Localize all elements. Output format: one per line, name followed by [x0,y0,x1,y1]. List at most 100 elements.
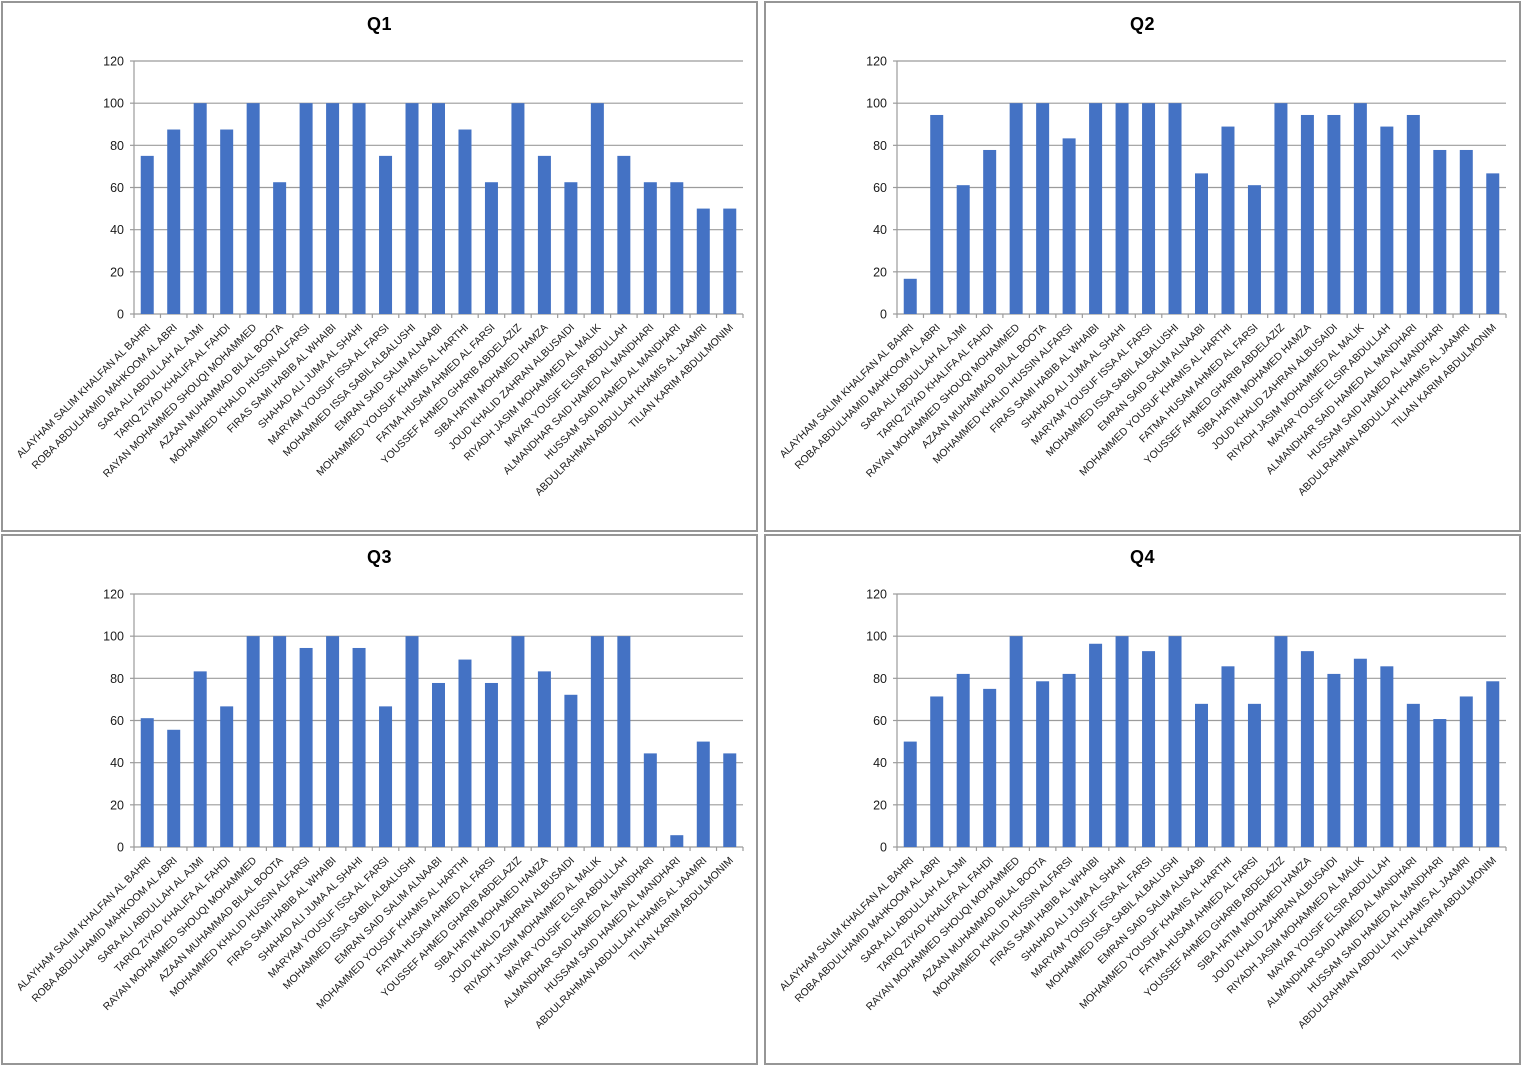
bar [1406,703,1420,847]
chart-panel-q1: Q1 0 20 40 60 80 100 120 ALAYHAM SALIM KHALFAN … [1,1,758,532]
bar [590,103,604,314]
bar [537,671,551,847]
bar [617,155,631,314]
bar [1459,696,1473,847]
bar [273,182,287,314]
y-tick-label: 0 [880,308,887,322]
bar [1115,103,1129,314]
bar [643,753,657,847]
chart-title-q1: Q1 [366,14,392,34]
y-tick-label: 20 [110,265,124,279]
bar [458,659,472,847]
bar [564,182,578,314]
y-tick-label: 120 [866,55,887,69]
bar [1406,114,1420,315]
bar [1221,666,1235,847]
y-tick-label: 120 [103,55,124,69]
bar [167,729,181,847]
bar [1380,126,1394,314]
bar [140,155,154,314]
bar [1433,149,1447,314]
y-tick-label: 120 [103,588,124,602]
bar [1247,185,1261,314]
bar [432,682,445,847]
y-tick-label: 80 [873,672,887,686]
bar [1009,103,1023,314]
y-tick-label: 60 [110,181,124,195]
bar [1300,114,1314,315]
bar [617,636,631,847]
bar [1274,103,1288,314]
chart-title-q2: Q2 [1129,14,1155,34]
bar [1327,673,1341,847]
y-tick-label: 60 [873,714,887,728]
bar [193,103,207,314]
y-tick-label: 80 [110,672,124,686]
bar [1195,703,1208,847]
chart-panel-q2: Q2 0 20 40 60 80 100 120 ALAYHAM SALIM KHALFAN … [764,1,1521,532]
bar [379,706,393,847]
y-tick-label: 80 [873,139,887,153]
bar [1089,643,1103,847]
bar [983,149,997,314]
bar [983,688,997,847]
y-tick-label: 20 [110,798,124,812]
y-tick-label: 40 [873,223,887,237]
chart-title-q3: Q3 [366,547,392,567]
bar [273,636,287,847]
y-tick-label: 0 [880,841,887,855]
bar [1168,103,1182,314]
bar [1486,173,1500,314]
bar [379,155,393,314]
bar [1195,173,1208,314]
bar [405,636,419,847]
bar [1036,681,1050,847]
y-tick-label: 20 [873,798,887,812]
y-tick-label: 60 [873,181,887,195]
y-tick-label: 60 [110,714,124,728]
bar [299,647,313,847]
bar [1433,719,1447,847]
bar [1036,103,1050,314]
bar [537,155,551,314]
y-tick-label: 40 [110,756,124,770]
bar [484,182,498,314]
bar [643,182,657,314]
bar [352,647,366,847]
bar [1247,703,1261,847]
bar [326,636,340,847]
chart-panel-q4: Q4 0 20 40 60 80 100 120 ALAYHAM SALIM KHALFAN … [764,534,1521,1065]
bar [956,185,970,314]
bar [299,103,313,314]
bar [1142,103,1156,314]
bar [1380,666,1394,847]
bar [432,103,445,314]
bar [246,636,260,847]
bar [1353,103,1367,314]
bar [326,103,340,314]
bar [1115,636,1129,847]
y-tick-label: 80 [110,139,124,153]
y-tick-label: 100 [103,97,124,111]
bar [590,636,604,847]
bar [140,718,154,847]
y-tick-label: 100 [103,630,124,644]
bar [1062,138,1076,314]
bar [1221,126,1235,314]
bar [930,114,944,315]
y-tick-label: 0 [117,308,124,322]
bar [723,753,737,847]
bar [193,671,207,847]
bar [1274,636,1288,847]
y-tick-label: 40 [110,223,124,237]
bar [1168,636,1182,847]
bar [956,673,970,847]
bar [564,694,578,847]
bar [484,682,498,847]
bar [670,182,684,314]
y-tick-label: 100 [866,630,887,644]
